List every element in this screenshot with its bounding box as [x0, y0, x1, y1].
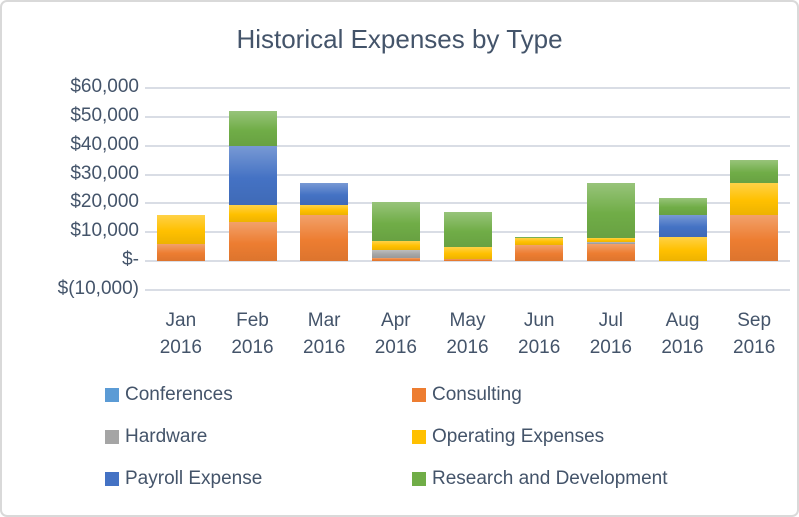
bar-segment-operating-expenses — [586, 238, 635, 243]
x-axis-label: Apr 2016 — [374, 310, 417, 358]
bar-segment-operating-expenses — [515, 238, 564, 246]
bar-segment-research-and-development — [228, 111, 277, 146]
bar-segment-consulting — [443, 259, 492, 262]
legend-item-operating-expenses: Operating Expenses — [412, 426, 604, 448]
chart-title: Historical Expenses by Type — [236, 24, 563, 54]
bar-segment-consulting — [300, 215, 349, 262]
plot-area — [145, 87, 790, 291]
bar-segment-consulting — [515, 245, 564, 262]
bar-mar-2016 — [300, 183, 349, 262]
y-axis-tick-label: $40,000 — [70, 133, 139, 155]
bar-segment-operating-expenses — [300, 204, 349, 215]
bar-segment-payroll-expense — [300, 183, 349, 205]
gridline — [145, 289, 790, 291]
bar-segment-operating-expenses — [443, 247, 492, 259]
bar-segment-operating-expenses — [156, 215, 205, 244]
bar-jul-2016 — [586, 183, 635, 262]
bar-segment-operating-expenses — [658, 236, 707, 262]
legend-item-hardware: Hardware — [105, 426, 207, 448]
bar-jan-2016 — [156, 215, 205, 262]
bar-segment-research-and-development — [658, 197, 707, 215]
legend-item-research-and-development: Research and Development — [412, 468, 668, 490]
legend-item-payroll-expense: Payroll Expense — [105, 468, 262, 490]
bar-segment-hardware — [371, 249, 420, 259]
gridline — [145, 202, 790, 205]
x-axis-label: Sep 2016 — [733, 310, 776, 358]
bar-segment-consulting — [228, 222, 277, 262]
x-axis-label: Jul 2016 — [589, 310, 632, 358]
bar-aug-2016 — [658, 197, 707, 262]
bar-may-2016 — [443, 212, 492, 262]
bar-segment-operating-expenses — [228, 204, 277, 223]
gridline — [145, 115, 790, 118]
legend-swatch-icon — [105, 430, 119, 444]
x-axis-label: Feb 2016 — [231, 310, 274, 358]
legend-swatch-icon — [412, 388, 426, 402]
bar-segment-operating-expenses — [730, 183, 779, 215]
bar-jun-2016 — [515, 236, 564, 262]
x-axis-label: Aug 2016 — [661, 310, 704, 358]
bar-feb-2016 — [228, 111, 277, 262]
bar-segment-research-and-development — [371, 202, 420, 241]
bar-segment-research-and-development — [586, 183, 635, 239]
legend-item-consulting: Consulting — [412, 384, 522, 406]
legend-label: Hardware — [125, 426, 208, 447]
bar-segment-consulting — [371, 258, 420, 262]
bar-segment-research-and-development — [515, 236, 564, 239]
legend-item-conferences: Conferences — [105, 384, 233, 406]
legend-label: Payroll Expense — [125, 468, 263, 489]
bar-segment-operating-expenses — [371, 240, 420, 250]
bar-segment-payroll-expense — [658, 215, 707, 237]
legend-swatch-icon — [412, 430, 426, 444]
bar-segment-consulting — [586, 243, 635, 262]
legend-label: Consulting — [432, 384, 522, 405]
legend-label: Research and Development — [432, 468, 668, 489]
legend-swatch-icon — [105, 472, 119, 486]
x-axis-label: Jan 2016 — [159, 310, 202, 358]
x-axis-label: Jun 2016 — [518, 310, 561, 358]
bar-segment-consulting — [730, 215, 779, 262]
x-axis-label: Mar 2016 — [303, 310, 346, 358]
bar-segment-research-and-development — [730, 160, 779, 184]
y-axis-tick-label: $20,000 — [70, 191, 139, 213]
y-axis-tick-label: $- — [122, 249, 139, 271]
legend-label: Operating Expenses — [432, 426, 605, 447]
bar-segment-research-and-development — [443, 212, 492, 248]
gridline — [145, 87, 790, 89]
bar-segment-consulting — [156, 243, 205, 262]
y-axis-tick-label: $(10,000) — [57, 278, 139, 299]
y-axis-tick-label: $10,000 — [70, 220, 139, 242]
gridline — [145, 144, 790, 147]
bar-segment-hardware — [586, 242, 635, 244]
x-axis-label: May 2016 — [446, 310, 489, 358]
y-axis-tick-label: $30,000 — [70, 162, 139, 184]
gridline — [145, 173, 790, 176]
y-axis-tick-label: $50,000 — [70, 104, 139, 126]
legend-swatch-icon — [412, 472, 426, 486]
bar-segment-payroll-expense — [228, 145, 277, 205]
bar-sep-2016 — [730, 160, 779, 262]
bar-apr-2016 — [371, 202, 420, 262]
legend-label: Conferences — [125, 384, 233, 405]
y-axis-tick-label: $60,000 — [70, 76, 139, 97]
legend-swatch-icon — [105, 388, 119, 402]
